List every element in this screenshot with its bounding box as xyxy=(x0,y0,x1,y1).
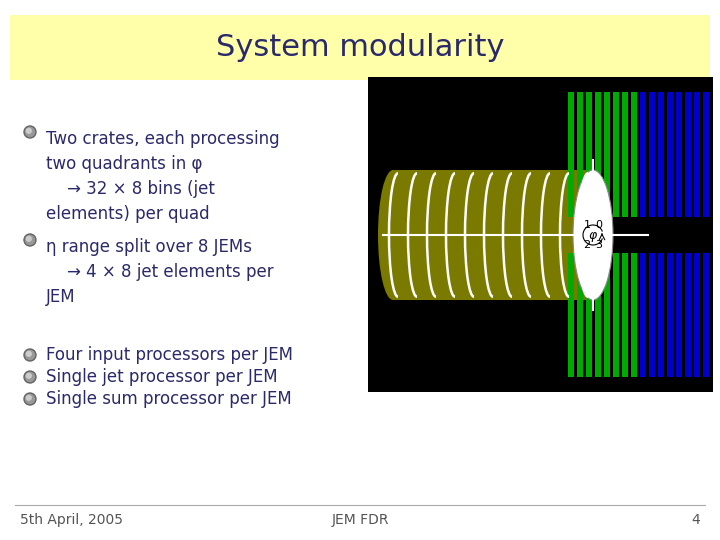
Circle shape xyxy=(25,350,35,360)
Circle shape xyxy=(27,237,31,241)
Bar xyxy=(622,92,628,217)
Text: 1: 1 xyxy=(583,220,590,230)
Bar xyxy=(703,92,709,217)
Text: Four input processors per JEM: Four input processors per JEM xyxy=(46,346,293,364)
Bar xyxy=(676,253,682,377)
Text: Two crates, each processing
two quadrants in φ
    → 32 × 8 bins (jet
elements) : Two crates, each processing two quadrant… xyxy=(46,130,279,223)
Bar xyxy=(586,92,592,217)
Bar xyxy=(595,92,601,217)
Text: φ: φ xyxy=(589,228,597,241)
Bar xyxy=(393,170,593,300)
Bar xyxy=(658,253,664,377)
Text: JEM FDR: JEM FDR xyxy=(331,513,389,527)
Bar xyxy=(667,253,673,377)
Text: 0: 0 xyxy=(595,220,603,230)
Bar xyxy=(613,92,619,217)
Bar xyxy=(667,92,673,217)
Ellipse shape xyxy=(378,170,408,300)
Bar xyxy=(10,15,710,80)
Bar xyxy=(694,92,700,217)
Text: Single jet processor per JEM: Single jet processor per JEM xyxy=(46,368,278,386)
Bar xyxy=(640,92,646,217)
Circle shape xyxy=(25,395,35,403)
Circle shape xyxy=(24,393,36,405)
Bar xyxy=(604,253,610,377)
Bar xyxy=(568,92,574,217)
Bar xyxy=(640,253,646,377)
Circle shape xyxy=(25,127,35,137)
Circle shape xyxy=(24,349,36,361)
Bar xyxy=(685,92,691,217)
Text: Single sum processor per JEM: Single sum processor per JEM xyxy=(46,390,292,408)
Bar xyxy=(631,253,637,377)
Circle shape xyxy=(25,235,35,245)
Text: 2: 2 xyxy=(583,240,590,250)
Bar xyxy=(703,253,709,377)
Text: 4: 4 xyxy=(691,513,700,527)
Bar xyxy=(595,253,601,377)
Bar xyxy=(604,92,610,217)
Bar xyxy=(649,92,655,217)
Circle shape xyxy=(27,352,31,356)
Bar xyxy=(577,92,583,217)
Text: 3: 3 xyxy=(595,240,603,250)
Bar xyxy=(577,253,583,377)
Text: η range split over 8 JEMs
    → 4 × 8 jet elements per
JEM: η range split over 8 JEMs → 4 × 8 jet el… xyxy=(46,238,274,306)
Circle shape xyxy=(25,373,35,381)
Bar xyxy=(694,253,700,377)
Circle shape xyxy=(24,371,36,383)
Bar xyxy=(568,253,574,377)
Circle shape xyxy=(24,126,36,138)
Circle shape xyxy=(27,395,31,400)
Text: 5th April, 2005: 5th April, 2005 xyxy=(20,513,123,527)
Bar xyxy=(622,253,628,377)
Bar xyxy=(685,253,691,377)
Bar xyxy=(613,253,619,377)
Bar xyxy=(658,92,664,217)
Ellipse shape xyxy=(573,170,613,300)
Circle shape xyxy=(27,129,31,133)
Bar xyxy=(368,77,713,392)
Bar xyxy=(676,92,682,217)
Bar xyxy=(631,92,637,217)
Circle shape xyxy=(27,373,31,378)
Text: System modularity: System modularity xyxy=(216,33,504,63)
Circle shape xyxy=(24,234,36,246)
Bar xyxy=(586,253,592,377)
Bar xyxy=(649,253,655,377)
